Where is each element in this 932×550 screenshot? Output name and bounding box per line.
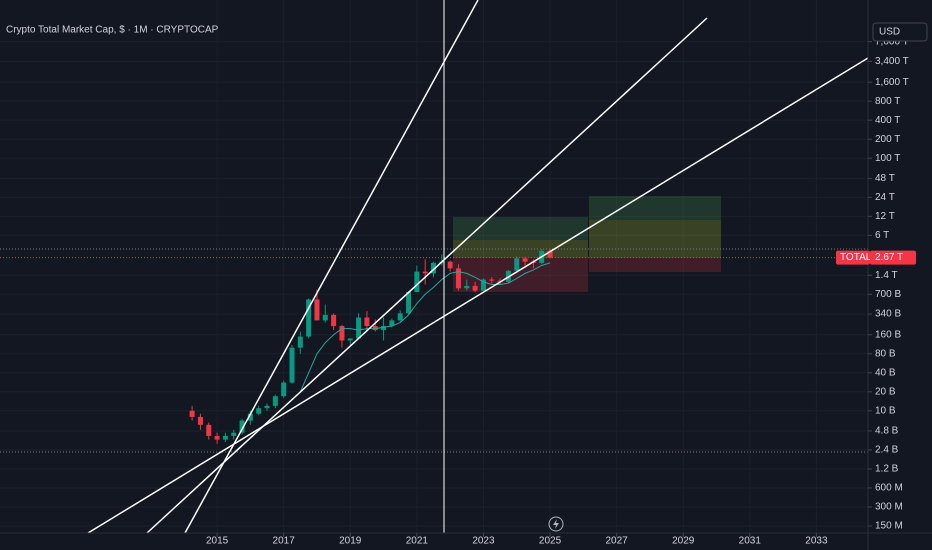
- candle-body: [514, 258, 520, 271]
- x-tick-label: 2015: [206, 536, 229, 547]
- moving-average: [299, 262, 551, 392]
- last-value-label: 2.67 T: [875, 252, 903, 263]
- candle-body: [264, 405, 270, 409]
- candle-body: [189, 410, 195, 417]
- candle-body: [464, 285, 470, 289]
- candle-body: [214, 435, 220, 440]
- candle-body: [480, 279, 486, 291]
- candle-body: [372, 326, 378, 331]
- candle-body: [455, 268, 461, 289]
- last-value-tag: [870, 250, 916, 265]
- candle-body: [397, 313, 403, 321]
- candle-body: [289, 347, 295, 383]
- candles: [0, 248, 868, 444]
- y-tick-label: 80 B: [875, 348, 896, 359]
- y-tick-label: 7,000 T: [875, 36, 909, 47]
- y-tick-label: 24 T: [875, 192, 895, 203]
- candle-body: [356, 317, 362, 339]
- x-tick-label: 2021: [406, 536, 429, 547]
- target-zone: [453, 217, 588, 258]
- candle-body: [422, 271, 428, 274]
- y-tick-label: 1,600 T: [875, 77, 909, 88]
- y-tick-label: 1.4 T: [875, 270, 898, 281]
- y-tick-label: 4.8 B: [875, 426, 899, 437]
- axis-labels: 7,000 T 3,400 T 1,600 T 800 T 400 T 200 T 100 …: [206, 36, 916, 547]
- currency-label[interactable]: USD: [879, 27, 900, 38]
- y-tick-label: 6 T: [875, 230, 889, 241]
- candle-body: [414, 271, 420, 293]
- candle-body: [231, 432, 237, 436]
- candle-body: [222, 435, 228, 440]
- candle-body: [389, 320, 395, 327]
- candle-body: [297, 336, 303, 348]
- y-tick-label: 48 T: [875, 173, 895, 184]
- candle-body: [306, 299, 312, 337]
- y-tick-label: 400 T: [875, 115, 900, 126]
- y-tick-label: 800 T: [875, 96, 900, 107]
- event-icon-glyph: [553, 519, 559, 529]
- target-zone: [589, 196, 721, 258]
- x-tick-label: 2029: [672, 536, 695, 547]
- candle-body: [431, 262, 437, 274]
- candle-body: [239, 420, 245, 433]
- y-tick-label: 150 M: [875, 521, 903, 532]
- x-tick-label: 2031: [739, 536, 762, 547]
- y-tick-label: 3,400 T: [875, 56, 909, 67]
- candle-body: [489, 279, 495, 281]
- target-zone-mid: [453, 240, 588, 258]
- candle-body: [381, 326, 387, 331]
- y-tick-label: 10 B: [875, 405, 896, 416]
- y-tick-label: 340 B: [875, 309, 901, 320]
- symbol-tag: [836, 250, 870, 265]
- candle-body: [272, 396, 278, 406]
- grid: [0, 0, 868, 533]
- y-tick-label: 300 M: [875, 502, 903, 513]
- candle-body: [522, 258, 528, 262]
- candle-body: [347, 338, 353, 341]
- candle-body: [364, 317, 370, 327]
- symbol-label: TOTAL: [840, 252, 872, 263]
- target-zone-mid: [589, 220, 721, 258]
- y-tick-label: 20 B: [875, 386, 896, 397]
- candle-body: [247, 413, 253, 421]
- currency-button[interactable]: [872, 22, 928, 42]
- candle-body: [547, 250, 553, 258]
- y-tick-label: 40 B: [875, 367, 896, 378]
- y-tick-label: 2.4 B: [875, 445, 899, 456]
- y-tick-label: 160 B: [875, 329, 901, 340]
- y-tick-label: 100 T: [875, 153, 900, 164]
- y-tick-label: 12 T: [875, 211, 895, 222]
- candle-body: [447, 261, 453, 269]
- stop-zone: [589, 258, 721, 272]
- y-tick-label: 600 M: [875, 483, 903, 494]
- candle-body: [322, 314, 328, 321]
- x-tick-label: 2027: [605, 536, 628, 547]
- x-tick-label: 2023: [472, 536, 495, 547]
- x-tick-label: 2025: [539, 536, 562, 547]
- candle-body: [314, 299, 320, 321]
- candle-body: [281, 382, 287, 397]
- x-tick-label: 2033: [805, 536, 828, 547]
- y-tick-label: 1.2 B: [875, 464, 899, 475]
- candle-body: [331, 314, 337, 327]
- y-tick-label: 700 B: [875, 289, 901, 300]
- x-tick-label: 2019: [339, 536, 362, 547]
- candle-body: [206, 424, 212, 436]
- y-tick-label: 200 T: [875, 134, 900, 145]
- trend-line: [146, 17, 708, 534]
- event-icon[interactable]: [548, 516, 564, 532]
- x-tick-label: 2017: [273, 536, 296, 547]
- candle-body: [406, 292, 412, 314]
- candle-body: [339, 326, 345, 341]
- chart-title: Crypto Total Market Cap, $ · 1M · CRYPTO…: [6, 25, 219, 36]
- candle-body: [256, 408, 262, 414]
- candle-body: [197, 416, 203, 425]
- candle-body: [472, 285, 478, 291]
- trend-line: [87, 57, 869, 534]
